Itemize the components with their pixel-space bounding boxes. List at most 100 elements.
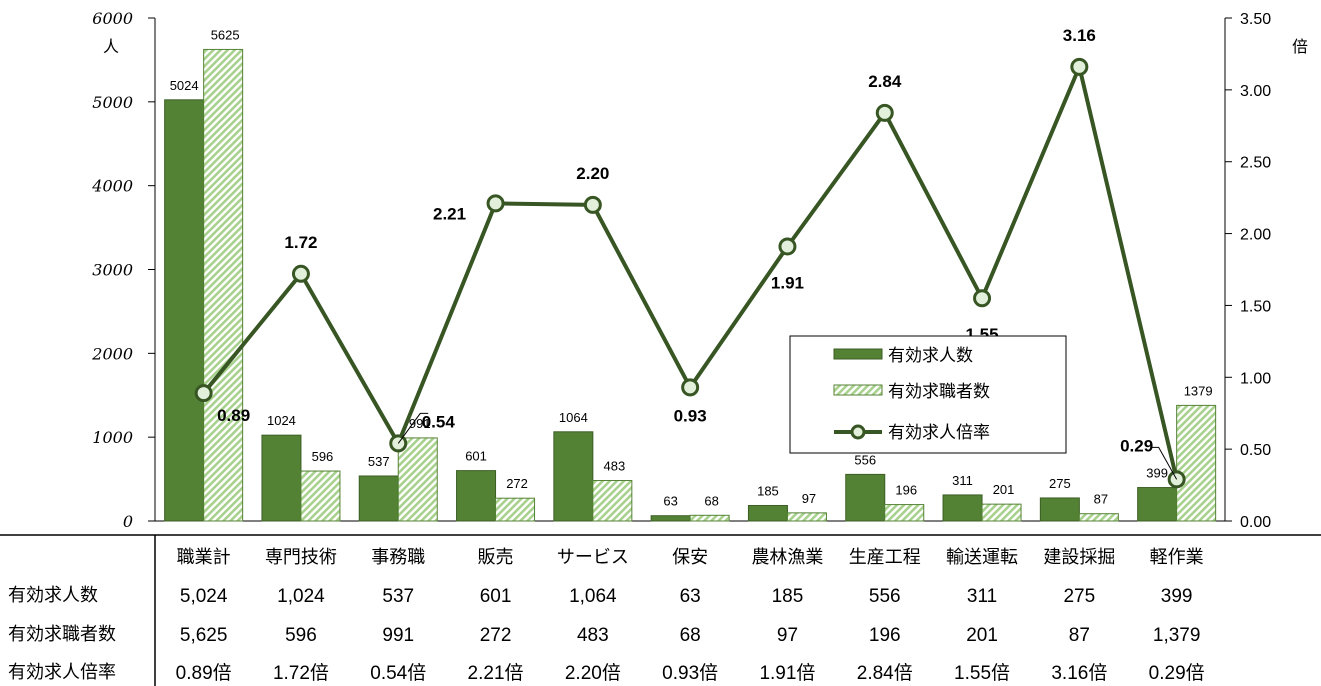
- legend-label-applicants: 有効求職者数: [888, 382, 990, 401]
- legend-label-openings: 有効求人数: [888, 346, 973, 365]
- right-axis-tick-label: 1.00: [1240, 370, 1271, 387]
- category-label: 販売: [478, 547, 514, 567]
- ratio-point: [486, 194, 505, 213]
- category-label: 農林漁業: [751, 547, 823, 567]
- table-cell: 0.89倍: [176, 662, 232, 684]
- right-axis-tick-label: 1.50: [1240, 298, 1271, 315]
- table-cell: 272: [480, 625, 512, 646]
- category-label: 事務職: [371, 547, 425, 567]
- bar-openings: [942, 494, 983, 522]
- bar-applicants: [203, 48, 244, 522]
- bar-applicants: [300, 470, 341, 522]
- category-label: 保安: [672, 547, 708, 567]
- bar-openings-label: 601: [465, 449, 487, 464]
- right-axis-tick-label: 3.50: [1240, 11, 1271, 28]
- ratio-label: 0.54: [422, 412, 456, 431]
- table-cell: 483: [577, 625, 609, 646]
- legend-swatch-openings: [833, 348, 883, 360]
- left-axis-unit: 人: [103, 38, 119, 56]
- bar-openings-label: 556: [854, 452, 876, 467]
- bar-openings-label: 1064: [559, 410, 588, 425]
- bar-applicants-label: 5625: [211, 27, 240, 42]
- bar-openings: [553, 431, 594, 522]
- bar-openings: [358, 475, 399, 522]
- bar-applicants: [689, 514, 730, 522]
- bar-applicants: [884, 504, 925, 522]
- category-label: 専門技術: [265, 547, 337, 567]
- left-axis-tick-label: 5000: [92, 93, 133, 112]
- table-cell: 87: [1069, 625, 1090, 646]
- ratio-point: [973, 289, 992, 308]
- table-row-title: 有効求人倍率: [8, 662, 116, 682]
- table-cell: 201: [966, 625, 998, 646]
- table-cell: 1,024: [277, 586, 325, 607]
- bar-openings: [164, 99, 205, 522]
- leader-line: [397, 412, 429, 444]
- bar-applicants-label: 87: [1094, 492, 1108, 507]
- table-cell: 991: [382, 625, 414, 646]
- bar-applicants-label: 196: [895, 483, 917, 498]
- leader-line: [1150, 446, 1178, 480]
- right-axis-unit: 倍: [1292, 38, 1308, 56]
- ratio-point: [291, 264, 310, 283]
- table-cell: 5,625: [180, 625, 228, 646]
- bar-openings: [845, 473, 886, 522]
- table-cell: 311: [967, 586, 997, 607]
- ratio-point: [194, 384, 213, 403]
- bar-openings-label: 185: [757, 483, 779, 498]
- bar-applicants-label: 596: [312, 449, 334, 464]
- bar-openings: [747, 504, 788, 522]
- right-axis-tick-label: 2.50: [1240, 155, 1271, 172]
- bar-applicants: [495, 497, 536, 522]
- category-label: 職業計: [177, 547, 231, 567]
- bar-applicants: [786, 512, 827, 522]
- table-cell: 63: [680, 586, 701, 607]
- table-cell: 1,064: [569, 586, 617, 607]
- ratio-label: 0.89: [217, 406, 250, 425]
- bar-openings: [1137, 487, 1178, 522]
- table-cell: 97: [777, 625, 798, 646]
- category-label: 軽作業: [1150, 547, 1204, 567]
- category-label: サービス: [557, 547, 629, 567]
- left-axis-tick-label: 6000: [92, 9, 133, 28]
- bar-openings-label: 275: [1049, 476, 1071, 491]
- table-cell: 601: [480, 586, 512, 607]
- table-cell: 1.91倍: [759, 662, 815, 684]
- table-cell: 0.93倍: [662, 662, 718, 684]
- bar-applicants-label: 483: [603, 459, 625, 474]
- legend-swatch-ratio-marker: [850, 424, 866, 440]
- table-cell: 556: [869, 586, 901, 607]
- ratio-point: [778, 237, 797, 256]
- bar-openings: [261, 434, 302, 522]
- legend-swatch-applicants: [833, 384, 883, 396]
- left-axis-tick-label: 1000: [92, 428, 133, 447]
- right-axis-tick-label: 0.50: [1240, 442, 1271, 459]
- table-cell: 596: [285, 625, 317, 646]
- ratio-point: [1070, 57, 1089, 76]
- bar-applicants-label: 201: [993, 482, 1015, 497]
- table-cell: 3.16倍: [1051, 662, 1107, 684]
- ratio-label: 0.29: [1120, 436, 1153, 455]
- left-axis-tick-label: 0: [123, 512, 133, 531]
- right-axis-tick-label: 3.00: [1240, 83, 1271, 100]
- ratio-label: 2.84: [868, 72, 902, 91]
- bar-applicants: [1176, 404, 1217, 522]
- bar-openings-label: 537: [368, 454, 390, 469]
- bar-applicants: [397, 437, 438, 522]
- bar-openings: [1039, 497, 1080, 522]
- table-cell: 68: [680, 625, 701, 646]
- table-cell: 1.72倍: [273, 662, 329, 684]
- bar-applicants-label: 991: [409, 416, 431, 431]
- ratio-point: [875, 103, 894, 122]
- data-table: 職業計 専門技術 事務職 販売 サービス 保安 農林漁業 生産工程 輸送運転 建設採掘 軽作業有効求…: [0, 534, 1321, 686]
- ratio-label: 2.21: [433, 204, 466, 223]
- bar-applicants: [981, 503, 1022, 522]
- table-cell: 185: [772, 586, 804, 607]
- ratio-label: 2.20: [576, 164, 609, 183]
- ratio-label: 3.16: [1063, 26, 1096, 45]
- bar-openings-label: 63: [663, 494, 677, 509]
- bar-openings-label: 5024: [170, 78, 199, 93]
- ratio-label: 1.72: [284, 233, 317, 252]
- bar-openings: [650, 515, 691, 522]
